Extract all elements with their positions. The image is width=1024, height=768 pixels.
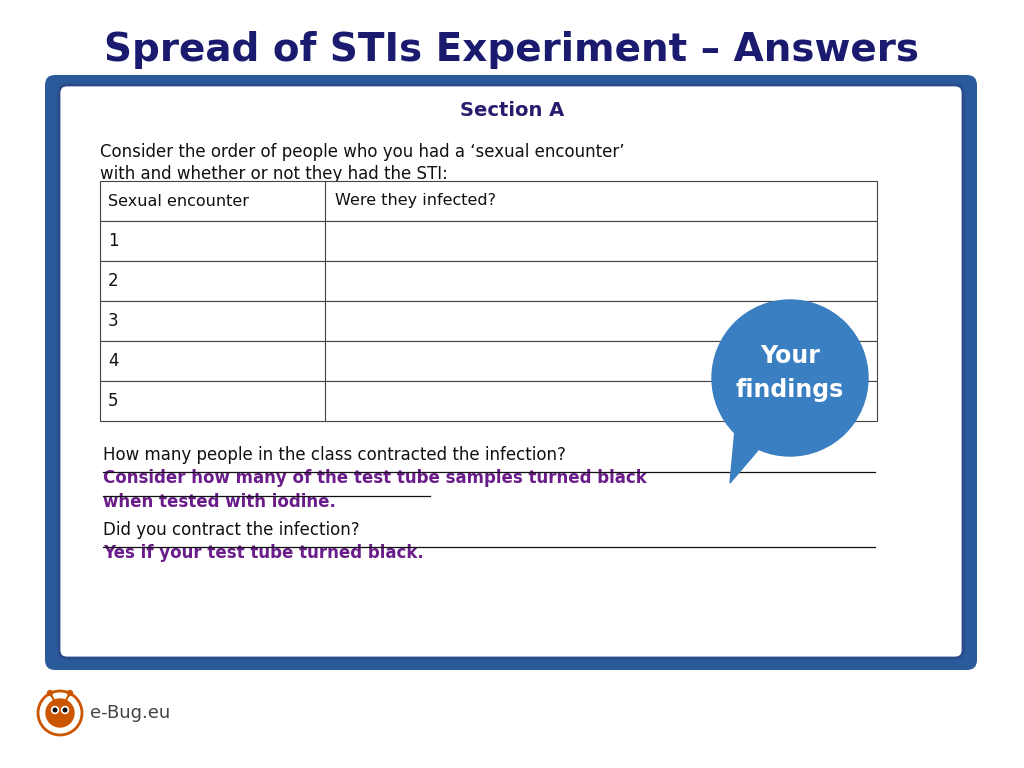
Circle shape [61,707,69,713]
Text: e-Bug.eu: e-Bug.eu [90,704,170,722]
Text: when tested with iodine.: when tested with iodine. [103,493,336,511]
Circle shape [53,708,56,712]
Text: 2: 2 [108,272,119,290]
Circle shape [47,690,52,696]
Bar [100,221,877,261]
Text: Section A: Section A [460,101,564,120]
Text: Did you contract the infection?: Did you contract the infection? [103,521,359,539]
Text: Spread of STIs Experiment – Answers: Spread of STIs Experiment – Answers [104,31,920,69]
Text: Yes if your test tube turned black.: Yes if your test tube turned black. [103,544,424,562]
Text: with and whether or not they had the STI:: with and whether or not they had the STI… [100,165,447,183]
Text: 4: 4 [108,352,119,370]
Text: Consider the order of people who you had a ‘sexual encounter’: Consider the order of people who you had… [100,143,625,161]
Circle shape [712,300,868,456]
Bar [100,181,877,221]
Text: 5: 5 [108,392,119,410]
Circle shape [63,708,67,712]
Polygon shape [730,430,770,483]
Text: 1: 1 [108,232,119,250]
Circle shape [46,699,74,727]
Bar [100,301,877,341]
FancyBboxPatch shape [45,75,977,670]
Text: Were they infected?: Were they infected? [335,194,496,208]
Text: 3: 3 [108,312,119,330]
Text: Your
findings: Your findings [736,344,844,402]
Bar [100,341,877,381]
Bar [100,261,877,301]
Circle shape [51,707,58,713]
Bar [100,381,877,421]
Text: How many people in the class contracted the infection?: How many people in the class contracted … [103,446,566,464]
Text: Consider how many of the test tube samples turned black: Consider how many of the test tube sampl… [103,469,647,487]
Circle shape [68,690,73,696]
FancyBboxPatch shape [59,85,963,658]
Text: Sexual encounter: Sexual encounter [108,194,249,208]
Circle shape [38,691,82,735]
